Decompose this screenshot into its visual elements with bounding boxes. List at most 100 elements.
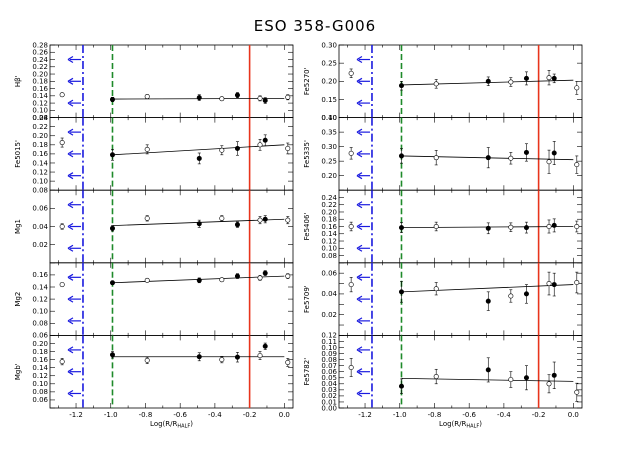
y-tick-label: 0.10: [32, 380, 48, 388]
data-point-open: [433, 374, 439, 380]
y-axis-label: Fe5270': [303, 67, 311, 95]
data-point-open: [219, 357, 225, 363]
y-tick-label: 0.16: [32, 85, 48, 93]
y-tick-label: 0.14: [321, 230, 337, 238]
y-tick-label: 0.10: [321, 114, 337, 122]
panel-left-3: 0.02 0.04 0.06 Mg1: [14, 189, 294, 264]
panel-frame: [338, 117, 583, 191]
y-tick-label: 0.35: [321, 128, 337, 136]
data-point-filled: [551, 372, 557, 378]
arrow-head-icon: [67, 56, 74, 64]
data-point-open: [546, 224, 552, 230]
data-point-filled: [485, 78, 491, 84]
y-tick-label: 0.02: [321, 311, 337, 319]
data-point-open: [219, 215, 225, 221]
y-tick-label: 0.06: [32, 332, 48, 340]
data-point-open: [433, 286, 439, 292]
data-point-filled: [109, 352, 115, 358]
y-tick-label: 0.10: [321, 344, 337, 352]
arrow-head-icon: [67, 77, 74, 85]
y-tick-label: 0.02: [321, 392, 337, 400]
data-point-open: [144, 277, 150, 283]
data-point-open: [219, 147, 225, 153]
y-tick-label: 0.15: [321, 96, 337, 104]
y-tick-label: 0.12: [32, 99, 48, 107]
panel-frame: [49, 189, 294, 264]
y-tick-label: 0.22: [32, 63, 48, 71]
y-tick-label: 0.03: [321, 386, 337, 394]
panel-left-1: 0.080.100.120.140.160.180.200.220.240.26…: [14, 41, 294, 122]
y-tick-label: 0.14: [32, 364, 48, 372]
x-tick-label: -0.8: [139, 411, 153, 419]
y-axis-label: Mg2: [14, 292, 22, 307]
arrow-head-icon: [356, 368, 363, 376]
panel-frame: [49, 44, 294, 118]
y-tick-label: 0.18: [32, 348, 48, 356]
data-point-open: [285, 94, 291, 100]
data-point-open: [59, 92, 65, 98]
arrow-head-icon: [67, 346, 74, 354]
data-point-filled: [551, 150, 557, 156]
panel-right-2: 0.20 0.25 0.30 0.35 0.40 Fe5335': [303, 114, 583, 191]
data-point-filled: [196, 155, 202, 161]
fit-line: [401, 284, 574, 293]
y-tick-label: 0.06: [321, 368, 337, 376]
y-tick-label: 0.18: [32, 78, 48, 86]
data-point-open: [59, 359, 65, 365]
data-point-filled: [551, 222, 557, 228]
y-tick-label: 0.10: [32, 177, 48, 185]
y-tick-label: 0.00: [321, 404, 337, 412]
data-point-filled: [485, 298, 491, 304]
x-tick-label: -0.4: [497, 411, 511, 419]
x-tick-label: 0.0: [568, 411, 579, 419]
y-tick-label: 0.18: [32, 141, 48, 149]
arrow-head-icon: [356, 128, 363, 136]
data-point-open: [546, 159, 552, 165]
data-point-open: [508, 377, 514, 383]
y-tick-label: 0.24: [32, 56, 48, 64]
y-tick-label: 0.06: [321, 269, 337, 277]
y-tick-label: 0.08: [321, 252, 337, 260]
data-point-filled: [523, 291, 529, 297]
y-tick-label: 0.08: [32, 388, 48, 396]
panel-right-4: 0.02 0.04 0.06 Fe5709': [303, 262, 583, 336]
y-tick-label: 0.25: [321, 59, 337, 67]
data-point-open: [433, 81, 439, 87]
data-point-filled: [109, 96, 115, 102]
data-point-open: [59, 282, 65, 288]
x-axis-label: Log(R/RHALF): [150, 420, 193, 430]
x-tick-label: 0.0: [279, 411, 290, 419]
data-point-open: [574, 85, 580, 91]
panel-frame: [338, 262, 583, 336]
y-tick-label: 0.18: [321, 216, 337, 224]
arrow-head-icon: [356, 273, 363, 281]
y-tick-label: 0.12: [32, 168, 48, 176]
arrow-head-icon: [67, 244, 74, 252]
y-tick-label: 0.06: [32, 396, 48, 404]
y-tick-label: 0.22: [32, 123, 48, 131]
data-point-open: [59, 224, 65, 230]
figure-title: ESO 358-G006: [254, 17, 376, 35]
data-point-open: [285, 359, 291, 365]
panel-right-1: 0.10 0.15 0.20 0.25 0.30 Fe5270': [303, 41, 583, 122]
data-point-open: [574, 224, 580, 230]
x-tick-label: -1.2: [69, 411, 83, 419]
y-axis-label: Fe5782': [303, 358, 311, 386]
data-point-filled: [234, 92, 240, 98]
data-point-filled: [262, 216, 268, 222]
x-axis-label: Log(R/RHALF): [439, 420, 482, 430]
data-point-filled: [109, 225, 115, 231]
y-axis-label: Mg1: [14, 219, 22, 234]
arrow-head-icon: [356, 317, 363, 325]
y-tick-label: 0.08: [32, 187, 48, 195]
y-tick-label: 0.16: [321, 223, 337, 231]
panels: 0.080.100.120.140.160.180.200.220.240.26…: [14, 41, 583, 430]
arrow-head-icon: [356, 389, 363, 397]
y-axis-label: Fe5406': [303, 213, 311, 241]
data-point-open: [144, 215, 150, 221]
y-tick-label: 0.06: [32, 205, 48, 213]
y-tick-label: 0.20: [32, 132, 48, 140]
data-point-open: [574, 162, 580, 168]
arrow-head-icon: [67, 273, 74, 281]
